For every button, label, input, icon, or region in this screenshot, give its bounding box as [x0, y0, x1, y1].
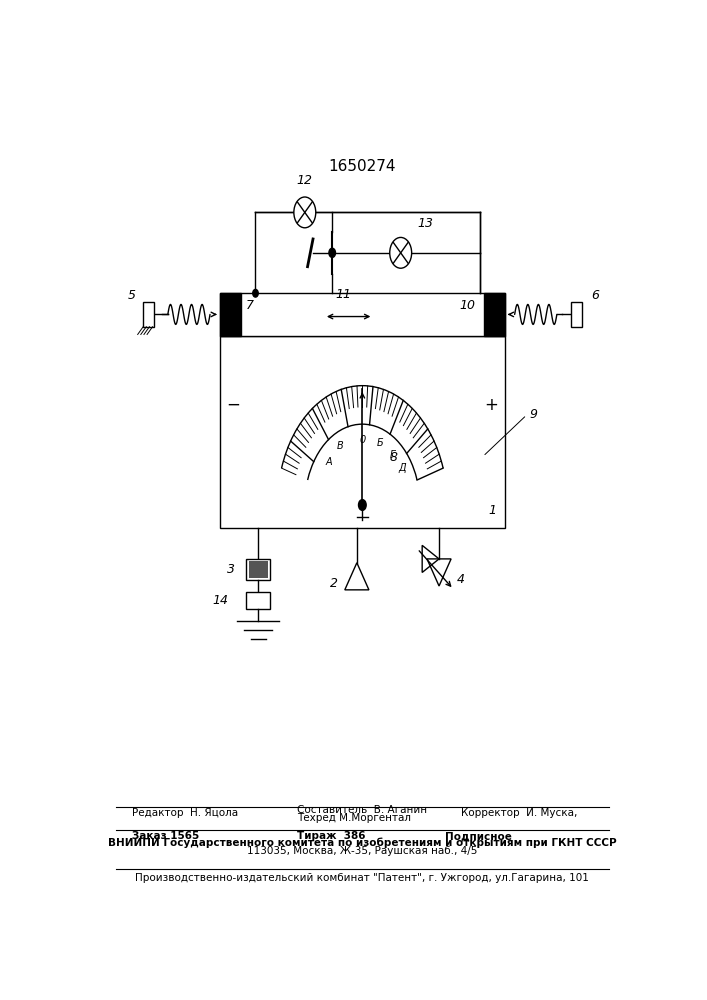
- Bar: [484, 293, 505, 336]
- Bar: [220, 293, 240, 336]
- Text: 9: 9: [530, 408, 537, 421]
- Text: Корректор  И. Муска,: Корректор И. Муска,: [461, 808, 578, 818]
- Text: 8: 8: [390, 451, 398, 464]
- Text: 14: 14: [212, 594, 228, 607]
- Text: 10: 10: [460, 299, 476, 312]
- Text: −: −: [227, 396, 240, 414]
- Circle shape: [358, 500, 366, 510]
- Bar: [220, 336, 505, 528]
- Bar: [571, 302, 581, 327]
- Text: A: A: [325, 457, 332, 467]
- Text: 12: 12: [297, 174, 312, 187]
- Text: Составитель  В. Аганин: Составитель В. Аганин: [297, 805, 427, 815]
- Bar: [220, 293, 505, 336]
- Bar: [144, 302, 154, 327]
- Text: Производственно-издательский комбинат "Патент", г. Ужгород, ул.Гагарина, 101: Производственно-издательский комбинат "П…: [136, 873, 589, 883]
- Text: Техред М.Моргентал: Техред М.Моргентал: [297, 813, 411, 823]
- Text: Заказ 1565: Заказ 1565: [132, 831, 199, 841]
- Circle shape: [329, 248, 336, 257]
- Text: 1650274: 1650274: [329, 159, 396, 174]
- Text: 6: 6: [591, 289, 600, 302]
- Text: 13: 13: [417, 217, 433, 230]
- Bar: [246, 592, 270, 609]
- Text: Редактор  Н. Яцола: Редактор Н. Яцола: [132, 808, 238, 818]
- Text: Б: Б: [377, 438, 384, 448]
- Text: +: +: [484, 396, 498, 414]
- Bar: [246, 559, 270, 580]
- Text: 5: 5: [128, 289, 136, 302]
- Text: Д: Д: [398, 463, 406, 473]
- Text: Подписное: Подписное: [445, 831, 511, 841]
- Text: B: B: [337, 441, 344, 451]
- Bar: [249, 561, 267, 578]
- Text: 7: 7: [246, 299, 255, 312]
- Text: ВНИИПИ Государственного комитета по изобретениям и открытиям при ГКНТ СССР: ВНИИПИ Государственного комитета по изоб…: [108, 837, 617, 848]
- Text: Тираж  386: Тираж 386: [297, 831, 365, 841]
- Circle shape: [253, 289, 258, 297]
- Text: 0: 0: [359, 435, 366, 445]
- Text: 4: 4: [457, 573, 465, 586]
- Text: 113035, Москва, Ж-35, Раушская наб., 4/5: 113035, Москва, Ж-35, Раушская наб., 4/5: [247, 846, 477, 856]
- Text: 3: 3: [227, 563, 235, 576]
- Text: Г: Г: [390, 450, 395, 460]
- Text: 1: 1: [489, 504, 496, 517]
- Circle shape: [294, 197, 316, 228]
- Text: 11: 11: [335, 288, 351, 301]
- Circle shape: [390, 237, 411, 268]
- Text: 2: 2: [329, 577, 338, 590]
